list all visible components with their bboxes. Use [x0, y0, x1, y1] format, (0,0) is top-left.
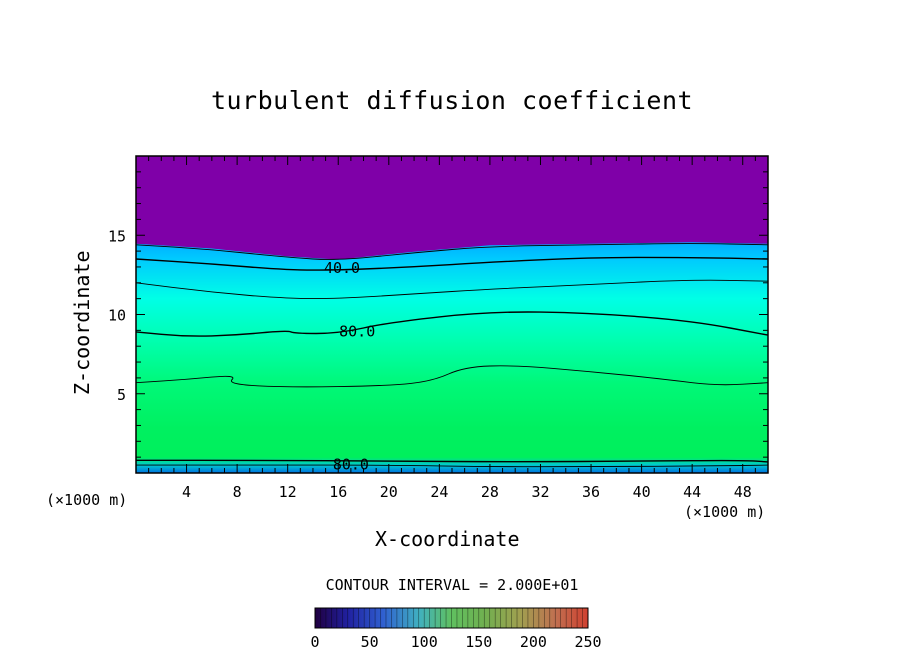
x-tick-label: 28: [481, 483, 499, 501]
contour-line: [136, 365, 768, 388]
contour-line: [136, 459, 768, 463]
x-tick-label: 8: [233, 483, 242, 501]
x-tick-label: 12: [279, 483, 297, 501]
x-tick-label: 36: [582, 483, 600, 501]
contour-line: [136, 279, 768, 300]
y-tick-label: 5: [117, 386, 126, 404]
chart-title: turbulent diffusion coefficient: [210, 86, 694, 115]
contour-label: 80.0: [339, 323, 375, 341]
colorbar-tick-label: 50: [361, 633, 379, 651]
x-tick-label: 44: [683, 483, 701, 501]
x-tick-label: 40: [633, 483, 651, 501]
x-tick-label: 20: [380, 483, 398, 501]
x-tick-label: 48: [734, 483, 752, 501]
y-tick-label: 10: [108, 307, 126, 325]
colorbar-tick-label: 0: [310, 633, 319, 651]
y-tick-label: 15: [108, 227, 126, 245]
colorbar-tick-label: 100: [411, 633, 438, 651]
contour-line: [136, 243, 768, 260]
contour-label: 40.0: [324, 259, 360, 277]
x-tick-label: 16: [329, 483, 347, 501]
x-axis-label: X-coordinate: [375, 527, 520, 551]
contour-line: [136, 256, 768, 271]
colorbar-tick-label: 200: [520, 633, 547, 651]
y-axis-label: Z-coordinate: [70, 250, 94, 396]
x-unit-left: (×1000 m): [46, 491, 128, 509]
contour-line: [136, 311, 768, 337]
contour-interval-text: CONTOUR INTERVAL = 2.000E+01: [325, 576, 579, 594]
upper-region-fill: [136, 156, 768, 260]
x-tick-label: 24: [430, 483, 448, 501]
colorbar-tick-label: 150: [465, 633, 492, 651]
x-tick-label: 4: [182, 483, 191, 501]
x-tick-label: 32: [531, 483, 549, 501]
x-unit-right: (×1000 m): [684, 503, 766, 521]
contour-label: 80.0: [333, 456, 369, 474]
colorbar-tick-label: 250: [574, 633, 601, 651]
